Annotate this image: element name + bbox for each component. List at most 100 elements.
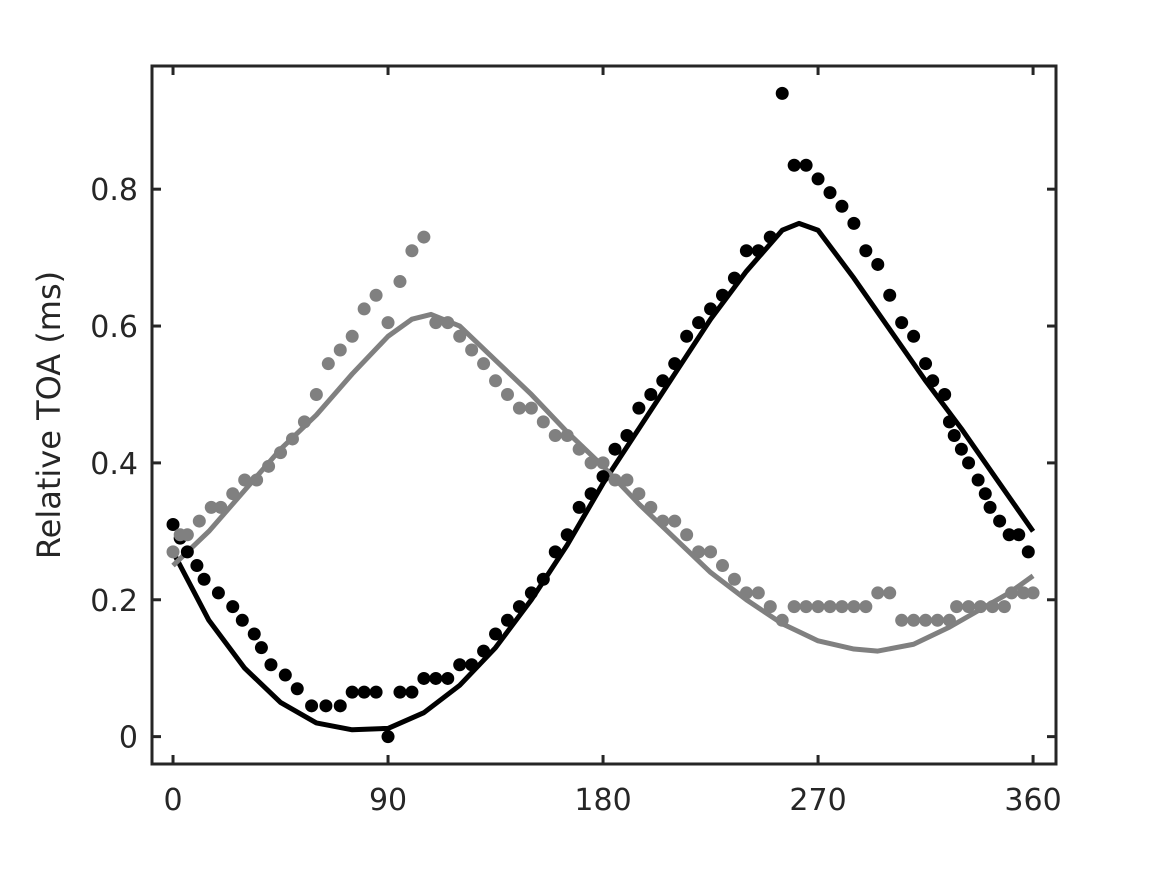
data-point-0	[787, 158, 801, 172]
data-point-0	[596, 470, 610, 484]
data-point-0	[692, 316, 706, 330]
data-point-0	[656, 374, 670, 388]
data-point-1	[192, 514, 206, 528]
data-point-0	[632, 401, 646, 415]
data-point-0	[1002, 528, 1016, 542]
data-point-0	[393, 685, 407, 699]
data-point-1	[823, 600, 837, 614]
data-point-1	[727, 572, 741, 586]
data-point-1	[274, 446, 288, 460]
data-point-0	[405, 685, 419, 699]
y-tick-label: 0.4	[90, 447, 138, 482]
data-point-1	[584, 456, 598, 470]
data-point-1	[357, 302, 371, 316]
data-point-1	[715, 559, 729, 573]
data-point-1	[950, 600, 964, 614]
data-point-0	[668, 357, 682, 371]
data-point-1	[309, 387, 323, 401]
data-point-0	[823, 186, 837, 200]
data-point-0	[290, 682, 304, 696]
data-point-0	[584, 487, 598, 501]
data-point-0	[333, 699, 347, 713]
data-point-0	[938, 387, 952, 401]
data-point-1	[369, 288, 383, 302]
data-point-1	[692, 545, 706, 559]
data-point-0	[278, 668, 292, 682]
data-point-1	[620, 473, 634, 487]
data-point-0	[319, 699, 333, 713]
data-point-1	[166, 545, 180, 559]
data-point-0	[727, 271, 741, 285]
data-point-0	[429, 671, 443, 685]
data-point-0	[644, 387, 658, 401]
data-point-0	[926, 374, 940, 388]
data-point-1	[1005, 586, 1019, 600]
data-point-0	[942, 415, 956, 429]
data-point-1	[811, 600, 825, 614]
data-point-0	[871, 257, 885, 271]
data-point-1	[835, 600, 849, 614]
data-point-1	[226, 487, 240, 501]
data-point-0	[895, 316, 909, 330]
data-point-0	[763, 230, 777, 244]
data-point-0	[226, 600, 240, 614]
data-point-0	[560, 528, 574, 542]
data-point-0	[739, 244, 753, 258]
y-axis-label: Relative TOA (ms)	[30, 271, 68, 559]
data-point-1	[974, 600, 988, 614]
data-point-0	[993, 514, 1007, 528]
data-point-1	[381, 316, 395, 330]
data-point-0	[536, 572, 550, 586]
data-point-1	[656, 514, 670, 528]
data-point-0	[883, 288, 897, 302]
data-point-0	[500, 613, 514, 627]
data-point-1	[962, 600, 976, 614]
data-point-1	[489, 374, 503, 388]
data-point-0	[919, 357, 933, 371]
data-point-0	[512, 600, 526, 614]
data-point-1	[787, 600, 801, 614]
data-point-0	[608, 442, 622, 456]
data-point-1	[536, 415, 550, 429]
data-point-0	[369, 685, 383, 699]
data-point-0	[197, 572, 211, 586]
data-point-0	[247, 627, 261, 641]
data-point-1	[429, 316, 443, 330]
data-point-1	[680, 528, 694, 542]
data-point-0	[489, 627, 503, 641]
data-point-1	[1017, 586, 1031, 600]
data-point-0	[524, 586, 538, 600]
data-point-1	[883, 586, 897, 600]
data-point-1	[775, 613, 789, 627]
data-point-1	[560, 429, 574, 443]
data-point-1	[250, 473, 264, 487]
data-point-1	[704, 545, 718, 559]
y-tick-label: 0.2	[90, 584, 138, 619]
data-point-1	[524, 401, 538, 415]
data-point-0	[983, 500, 997, 514]
data-point-1	[751, 586, 765, 600]
data-point-1	[465, 343, 479, 357]
data-point-0	[847, 216, 861, 230]
data-point-1	[238, 473, 252, 487]
data-point-1	[417, 230, 431, 244]
data-point-1	[262, 459, 276, 473]
data-point-0	[971, 473, 985, 487]
data-point-1	[321, 357, 335, 371]
data-point-1	[919, 613, 933, 627]
x-tick-label: 0	[163, 783, 182, 818]
data-point-0	[180, 545, 194, 559]
data-point-0	[548, 545, 562, 559]
data-point-0	[954, 442, 968, 456]
data-point-1	[548, 429, 562, 443]
data-point-1	[512, 401, 526, 415]
data-point-1	[297, 415, 311, 429]
data-point-1	[596, 456, 610, 470]
data-point-1	[345, 329, 359, 343]
data-point-1	[608, 473, 622, 487]
data-points	[166, 86, 1040, 744]
data-point-0	[1021, 545, 1035, 559]
data-point-0	[357, 685, 371, 699]
data-point-0	[417, 671, 431, 685]
data-point-0	[441, 671, 455, 685]
